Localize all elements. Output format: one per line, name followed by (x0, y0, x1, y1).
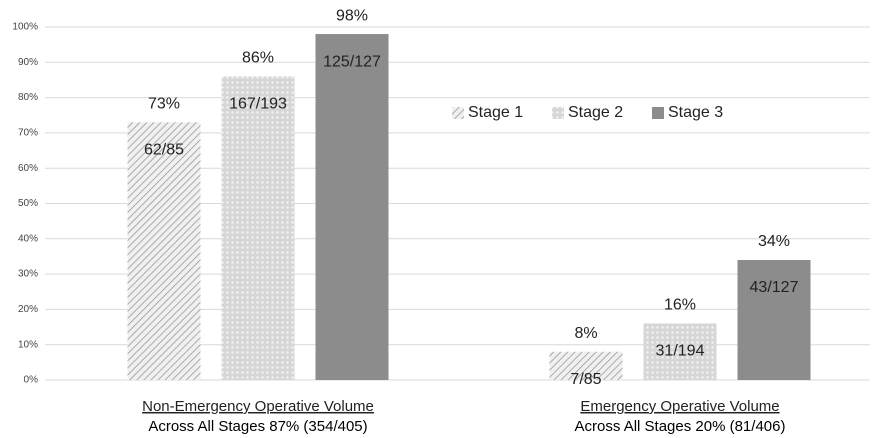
fraction-label: 167/193 (229, 96, 287, 113)
bar (549, 351, 623, 380)
legend-label: Stage 2 (568, 104, 623, 121)
y-tick-label: 30% (18, 269, 38, 280)
legend-label: Stage 3 (668, 104, 723, 121)
value-label: 16% (664, 297, 696, 314)
category-label: Non-Emergency Operative Volume (142, 398, 374, 415)
fraction-label: 62/85 (144, 142, 184, 159)
y-tick-label: 80% (18, 92, 38, 103)
bar (315, 34, 389, 381)
y-tick-label: 100% (12, 22, 38, 33)
bar (127, 122, 201, 380)
y-tick-label: 50% (18, 198, 38, 209)
category-note: Across All Stages 20% (81/406) (575, 418, 786, 435)
legend-swatch (552, 107, 564, 119)
value-label: 73% (148, 96, 180, 113)
fraction-label: 7/85 (570, 371, 601, 388)
y-tick-label: 70% (18, 128, 38, 139)
legend-swatch (652, 107, 664, 119)
value-label: 86% (242, 50, 274, 67)
category-note: Across All Stages 87% (354/405) (148, 418, 367, 435)
bar (737, 259, 811, 380)
fraction-label: 43/127 (750, 279, 799, 296)
legend-label: Stage 1 (468, 104, 523, 121)
category-label: Emergency Operative Volume (580, 398, 779, 415)
bar (643, 323, 717, 380)
value-label: 8% (574, 325, 597, 342)
legend-swatch (452, 107, 464, 119)
value-label: 98% (336, 7, 368, 24)
fraction-label: 31/194 (656, 343, 705, 360)
y-tick-label: 10% (18, 339, 38, 350)
bar (221, 76, 295, 381)
value-label: 34% (758, 233, 790, 250)
fraction-label: 125/127 (323, 53, 381, 70)
y-tick-label: 20% (18, 304, 38, 315)
y-tick-label: 90% (18, 57, 38, 68)
y-tick-label: 0% (24, 375, 39, 386)
y-tick-label: 60% (18, 163, 38, 174)
y-tick-label: 40% (18, 233, 38, 244)
